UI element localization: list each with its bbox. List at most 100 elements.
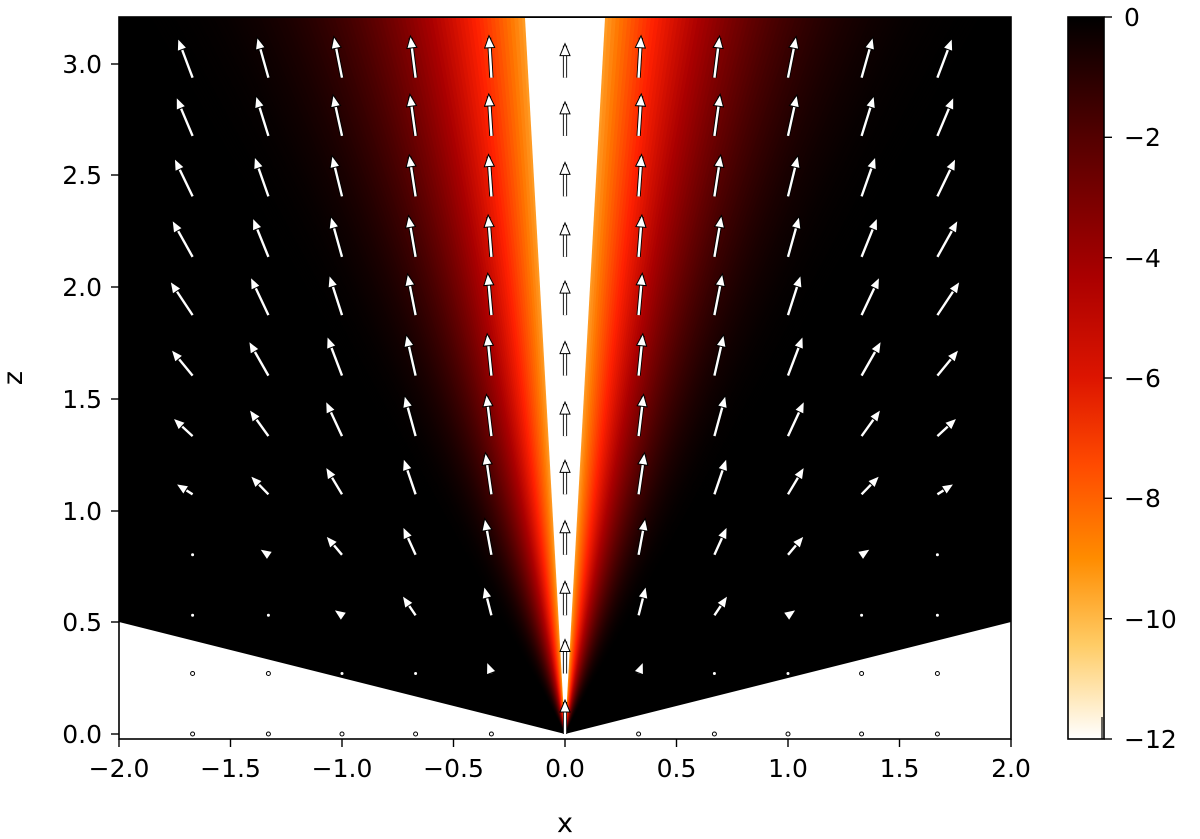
quiver-dot bbox=[190, 612, 196, 618]
quiver-arrowhead bbox=[868, 408, 882, 424]
quiver-arrowhead bbox=[559, 161, 571, 175]
quiver-arrowhead bbox=[944, 157, 957, 173]
quiver-arrowhead bbox=[942, 37, 954, 53]
quiver-arrowhead bbox=[637, 517, 649, 532]
x-tick: 0.5 bbox=[657, 739, 697, 783]
colorbar-tick-label: −12 bbox=[1124, 725, 1177, 754]
quiver-arrowhead bbox=[481, 585, 493, 600]
quiver-arrowhead bbox=[403, 333, 415, 349]
quiver-arrowhead bbox=[483, 34, 496, 49]
quiver-arrowhead bbox=[940, 483, 956, 496]
quiver-arrowhead bbox=[252, 216, 263, 232]
x-tick: 1.0 bbox=[768, 739, 808, 783]
colorbar-tick: −6 bbox=[1104, 364, 1161, 393]
quiver-arrowhead bbox=[483, 153, 496, 168]
quiver-arrowhead bbox=[559, 221, 571, 236]
quiver-arrow-outline bbox=[636, 17, 641, 18]
quiver-arrowhead bbox=[249, 275, 262, 291]
quiver-dot bbox=[190, 671, 196, 677]
quiver-arrowhead bbox=[248, 340, 260, 355]
quiver-dot bbox=[785, 671, 791, 677]
quiver-arrow-outline bbox=[266, 17, 270, 18]
quiver-arrowhead bbox=[326, 335, 337, 351]
quiver-arrowhead bbox=[559, 579, 571, 594]
quiver-arrow-outline bbox=[413, 17, 418, 18]
quiver-arrow-outline bbox=[936, 17, 940, 18]
y-axis: 0.0 0.5 1.0 1.5 2.0 2.5 3.0 bbox=[62, 50, 119, 749]
quiver-arrowhead bbox=[483, 213, 495, 228]
quiver-arrow-outline bbox=[786, 17, 791, 18]
quiver-arrowhead bbox=[793, 399, 805, 415]
quiver-arrowhead bbox=[330, 35, 342, 50]
quiver-arrowhead bbox=[791, 273, 803, 289]
x-tick: −1.5 bbox=[200, 739, 261, 783]
quiver-arrowhead bbox=[635, 332, 648, 347]
quiver-arrowhead bbox=[866, 474, 881, 489]
quiver-arrowhead bbox=[864, 94, 876, 110]
colorbar-tick: 0 bbox=[1104, 3, 1140, 32]
x-tick-label: 0.5 bbox=[657, 754, 697, 783]
quiver-arrowhead bbox=[948, 280, 961, 295]
quiver-arrowhead bbox=[715, 333, 727, 349]
quiver-arrowhead bbox=[870, 340, 882, 355]
y-tick: 1.0 bbox=[62, 497, 119, 526]
quiver-arrow bbox=[340, 17, 344, 18]
quiver-arrowhead bbox=[559, 459, 571, 473]
x-axis: −2.0 −1.5 −1.0 −0.5 0.0 0.5 1.0 1.5 2.0 bbox=[89, 739, 1031, 783]
x-tick: 0.0 bbox=[545, 739, 585, 783]
y-tick-label: 0.5 bbox=[62, 608, 102, 637]
quiver-arrowhead bbox=[483, 271, 495, 287]
quiver-arrowhead bbox=[856, 548, 872, 561]
colorbar-tick-label: 0 bbox=[1124, 3, 1140, 32]
quiver-arrowhead bbox=[712, 93, 725, 108]
y-axis-label: z bbox=[0, 371, 29, 385]
quiver-dot bbox=[859, 731, 865, 737]
quiver-dot bbox=[488, 731, 494, 737]
quiver-arrowhead bbox=[330, 93, 342, 109]
x-tick: 1.5 bbox=[880, 739, 919, 783]
quiver-arrowhead bbox=[635, 213, 647, 228]
quiver-arrowhead bbox=[559, 340, 571, 355]
quiver-arrowhead bbox=[327, 273, 339, 289]
x-tick-label: −1.0 bbox=[312, 754, 373, 783]
quiver-arrowhead bbox=[637, 585, 649, 600]
quiver-arrow-outline bbox=[339, 17, 344, 18]
quiver-dot bbox=[934, 612, 940, 618]
quiver-dot bbox=[265, 671, 271, 677]
quiver-arrowhead bbox=[176, 37, 188, 53]
quiver-arrowhead bbox=[402, 394, 414, 410]
quiver-arrowhead bbox=[174, 483, 190, 496]
quiver-arrow bbox=[191, 17, 194, 18]
quiver-arrowhead bbox=[482, 393, 494, 408]
quiver-arrowhead bbox=[483, 92, 496, 107]
quiver-arrowhead bbox=[254, 35, 267, 51]
quiver-dot bbox=[934, 731, 940, 737]
quiver-arrowhead bbox=[712, 34, 724, 50]
x-tick-label: −2.0 bbox=[89, 754, 150, 783]
quiver-arrowhead bbox=[248, 408, 262, 424]
quiver-arrowhead bbox=[868, 275, 881, 291]
quiver-dot bbox=[934, 671, 940, 677]
x-tick: −2.0 bbox=[89, 739, 150, 783]
quiver-arrowhead bbox=[481, 451, 493, 466]
y-tick: 1.5 bbox=[62, 385, 119, 414]
heatmap-core bbox=[525, 18, 605, 734]
quiver-arrowhead bbox=[717, 457, 728, 473]
x-tick: 2.0 bbox=[991, 739, 1031, 783]
quiver-dot bbox=[339, 671, 345, 677]
quiver-arrowhead bbox=[329, 154, 341, 170]
quiver-arrowhead bbox=[173, 157, 186, 173]
quiver-arrowhead bbox=[635, 271, 647, 287]
quiver-arrowhead bbox=[788, 35, 800, 50]
quiver-arrowhead bbox=[404, 214, 417, 229]
quiver-arrowhead bbox=[865, 155, 877, 171]
y-tick: 0.5 bbox=[62, 608, 119, 637]
quiver-arrowhead bbox=[406, 34, 418, 50]
quiver-dot bbox=[934, 552, 940, 558]
quiver-arrowhead bbox=[482, 332, 495, 347]
quiver-arrowhead bbox=[249, 474, 264, 489]
y-tick: 3.0 bbox=[62, 50, 119, 79]
colorbar-tick-label: −10 bbox=[1124, 605, 1177, 634]
heatmap-field bbox=[119, 17, 1011, 739]
quiver-arrowhead bbox=[559, 100, 571, 115]
